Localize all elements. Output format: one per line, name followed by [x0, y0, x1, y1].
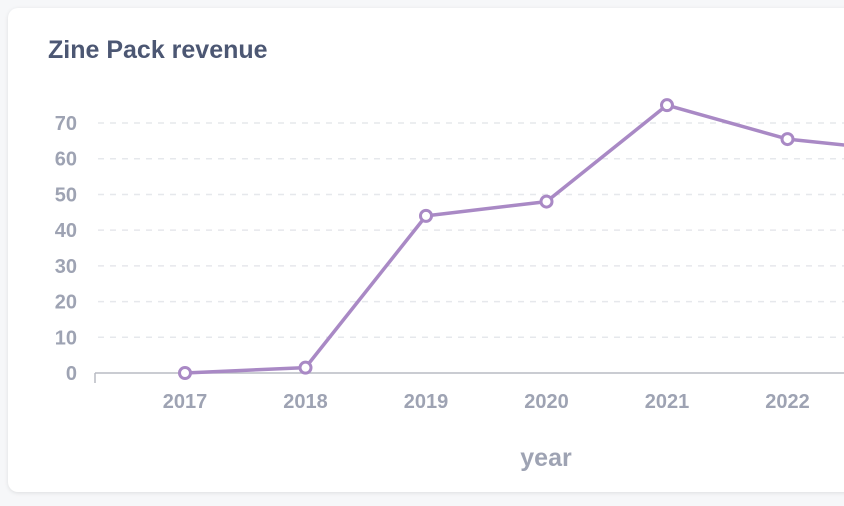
- data-point: [539, 194, 554, 209]
- x-tick-label: 2019: [404, 391, 449, 413]
- x-tick-label: 2020: [524, 391, 569, 413]
- data-point: [178, 366, 192, 380]
- y-tick-label: 30: [55, 256, 77, 278]
- x-tick-label: 2021: [645, 391, 690, 413]
- y-tick-label: 20: [55, 292, 77, 314]
- x-tick-label: 2018: [283, 391, 328, 413]
- chart-card: Zine Pack revenue: [8, 8, 844, 492]
- x-axis-title: year: [520, 444, 572, 472]
- data-point: [419, 208, 433, 223]
- y-tick-label: 50: [55, 184, 77, 206]
- y-tick-label: 10: [55, 327, 77, 349]
- chart-title: Zine Pack revenue: [48, 36, 268, 64]
- y-tick-label: 0: [66, 363, 77, 385]
- y-tick-label: 40: [55, 220, 77, 242]
- data-point: [298, 360, 313, 375]
- series-line: [183, 103, 844, 375]
- x-tick-label: 2017: [163, 391, 208, 413]
- data-point: [780, 132, 795, 147]
- x-tick-label: 2022: [765, 391, 810, 413]
- data-point: [660, 98, 674, 113]
- y-tick-label: 60: [55, 149, 77, 171]
- y-tick-label: 70: [55, 113, 77, 135]
